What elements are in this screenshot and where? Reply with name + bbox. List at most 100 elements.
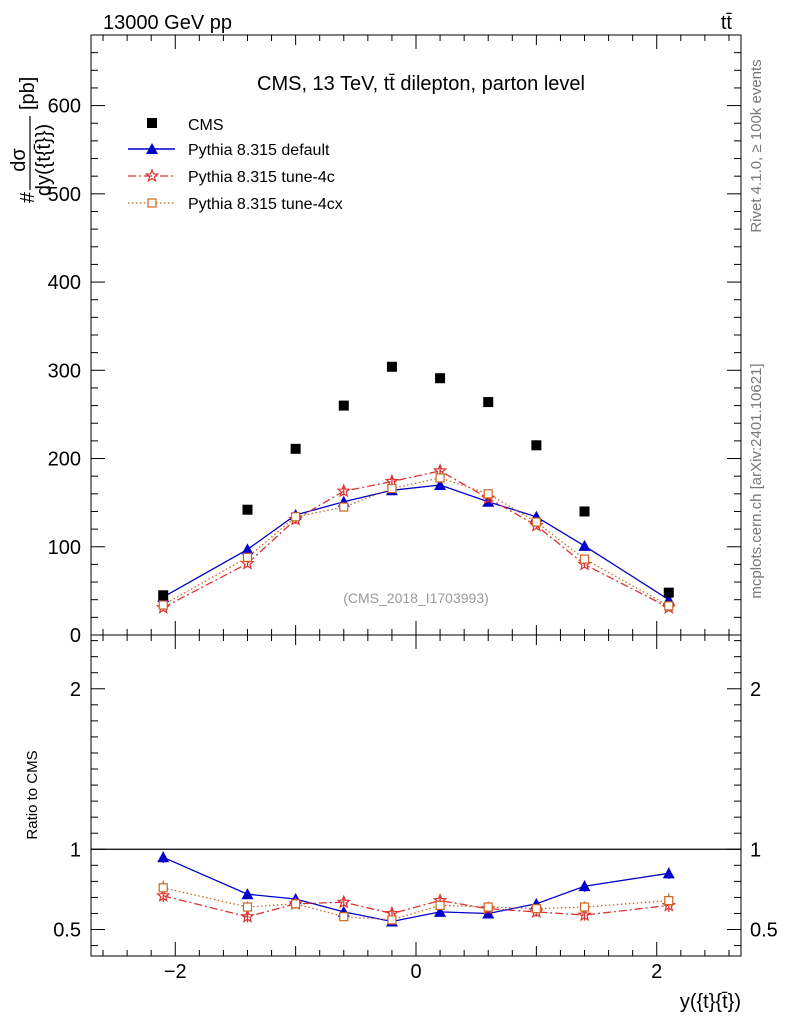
legend-marker-cms [147, 118, 157, 128]
ratio-point-pythia-8-315-tune-4cx [435, 900, 445, 911]
ratio-point-pythia-8-315-tune-4cx [483, 902, 493, 912]
legend-label-tune-4c: Pythia 8.315 tune-4c [188, 169, 335, 186]
rivet-label: Rivet 4.1.0, ≥ 100k events [748, 59, 765, 232]
data-point-pythia-8-315-tune-4c [336, 483, 352, 498]
ratio-point-pythia-8-315-tune-4cx [242, 902, 253, 912]
data-point-cms [435, 373, 446, 384]
ratio-point-pythia-8-315-default [157, 851, 170, 863]
ratio-point-pythia-8-315-tune-4c [577, 907, 592, 922]
mcplots-label: mcplots.cern.ch [arXiv:2401.10621] [748, 363, 765, 598]
data-point-pythia-8-315-tune-4cx [579, 554, 590, 564]
data-point-cms [338, 400, 349, 411]
data-point-pythia-8-315-tune-4cx [435, 473, 445, 483]
x-tick-label: −2 [164, 961, 187, 983]
data-point-cms [290, 443, 301, 454]
data-point-cms [579, 506, 590, 517]
ratio-point-pythia-8-315-tune-4cx [339, 912, 349, 922]
data-point-cms [158, 590, 169, 601]
ratio-point-pythia-8-315-tune-4cx [291, 899, 301, 909]
y-tick-label: 400 [48, 272, 81, 294]
data-point-pythia-8-315-default [434, 479, 447, 490]
x-tick-label: 2 [651, 961, 662, 983]
ratio-point-pythia-8-315-tune-4c [336, 894, 352, 909]
legend-entry-tune-4c: Pythia 8.315 tune-4c [128, 168, 335, 186]
y-tick-label: 600 [48, 96, 81, 118]
ratio-point-pythia-8-315-tune-4cx [387, 915, 397, 925]
ratio-tick-label-right: 0.5 [750, 920, 778, 942]
ratio-tick-label-right: 2 [750, 679, 761, 701]
process-label: tt̄ [721, 12, 733, 34]
series-line-pythia-8-315-tune-4c [162, 470, 670, 609]
ratio-point-pythia-8-315-default [434, 905, 447, 917]
y-tick-label: 300 [48, 360, 81, 382]
x-axis-label: y({t}{t̄}) [680, 991, 741, 1013]
axis-ticks [91, 35, 741, 956]
legend-entry-default: Pythia 8.315 default [128, 142, 330, 159]
ratio-point-pythia-8-315-default [578, 880, 591, 892]
y-axis-label: # dσ dy({t{t̄}}) [pb] [8, 77, 55, 203]
ratio-tick-label: 0.5 [53, 920, 81, 942]
chart-title: CMS, 13 TeV, tt̄ dilepton, parton level [257, 73, 585, 95]
legend-entry-tune-4cx: Pythia 8.315 tune-4cx [128, 196, 343, 213]
data-point-cms [386, 361, 397, 372]
y-tick-label: 200 [48, 449, 81, 471]
ratio-line-pythia-8-315-default [162, 856, 669, 923]
data-point-cms [531, 440, 542, 451]
ratio-tick-label: 1 [70, 839, 81, 861]
data-point-cms [483, 397, 494, 408]
data-point-pythia-8-315-default [578, 539, 591, 551]
ratio-line-pythia-8-315-tune-4cx [163, 887, 669, 921]
legend-label-tune-4cx: Pythia 8.315 tune-4cx [188, 196, 343, 213]
y-tick-label: 0 [70, 625, 81, 647]
data-point-pythia-8-315-default [241, 543, 254, 555]
data-point-pythia-8-315-tune-4cx [339, 502, 349, 512]
legend-label-default: Pythia 8.315 default [188, 142, 330, 159]
series-pythia-8-315-tune-4cx [158, 473, 674, 925]
ratio-point-pythia-8-315-tune-4c [155, 888, 171, 903]
x-tick-label: 0 [410, 961, 421, 983]
series-line-pythia-8-315-tune-4cx [162, 477, 670, 607]
ratio-plot-frame [90, 634, 742, 957]
y-axis-label-numerator: dσ [8, 148, 30, 172]
legend-entry-cms: CMS [147, 117, 224, 134]
data-point-pythia-8-315-tune-4cx [158, 600, 168, 610]
ratio-point-pythia-8-315-default [241, 888, 254, 900]
ratio-point-pythia-8-315-tune-4cx [531, 904, 541, 914]
series-pythia-8-315-default [157, 479, 675, 927]
ratio-point-pythia-8-315-tune-4c [240, 909, 255, 923]
y-tick-label: 100 [48, 537, 81, 559]
ratio-point-pythia-8-315-tune-4cx [579, 902, 590, 912]
series-line-pythia-8-315-default [162, 484, 670, 601]
y-axis-label-denominator: dy({t{t̄}}) [33, 124, 55, 196]
ratio-line-pythia-8-315-tune-4c [163, 895, 669, 918]
legend: CMS Pythia 8.315 default Pythia 8.315 tu… [128, 117, 343, 213]
ratio-tick-label: 2 [70, 679, 81, 701]
y-axis-label-hash: # [17, 191, 39, 203]
ratio-point-pythia-8-315-default [662, 867, 675, 879]
data-point-cms [242, 504, 253, 515]
y-tick-label: 500 [48, 184, 81, 206]
ratio-point-pythia-8-315-tune-4cx [664, 896, 674, 906]
data-point-pythia-8-315-tune-4cx [483, 489, 493, 499]
ratio-axis-label: Ratio to CMS [24, 750, 41, 839]
data-point-pythia-8-315-tune-4cx [242, 552, 253, 562]
legend-marker-tune-4c [144, 168, 160, 183]
data-marks [155, 361, 677, 927]
energy-label: 13000 GeV pp [103, 12, 232, 34]
ratio-point-pythia-8-315-default [482, 907, 495, 919]
data-point-pythia-8-315-tune-4cx [664, 601, 674, 611]
legend-marker-default [146, 143, 158, 154]
data-point-pythia-8-315-tune-4cx [291, 512, 301, 522]
data-point-cms [663, 587, 674, 598]
data-point-pythia-8-315-tune-4cx [387, 483, 397, 494]
axis-tick-labels: −2 0 2 0 100 200 300 400 500 600 0.5 0.5 1 1 2 2 [48, 96, 778, 983]
data-point-pythia-8-315-tune-4cx [531, 517, 541, 527]
analysis-id: (CMS_2018_I1703993) [343, 590, 489, 606]
y-axis-label-unit: [pb] [17, 77, 39, 110]
series-cms [158, 361, 674, 601]
legend-marker-tune-4cx [147, 198, 157, 208]
ratio-tick-label-right: 1 [750, 839, 761, 861]
series-pythia-8-315-tune-4c [155, 463, 677, 923]
legend-label-cms: CMS [188, 117, 224, 134]
